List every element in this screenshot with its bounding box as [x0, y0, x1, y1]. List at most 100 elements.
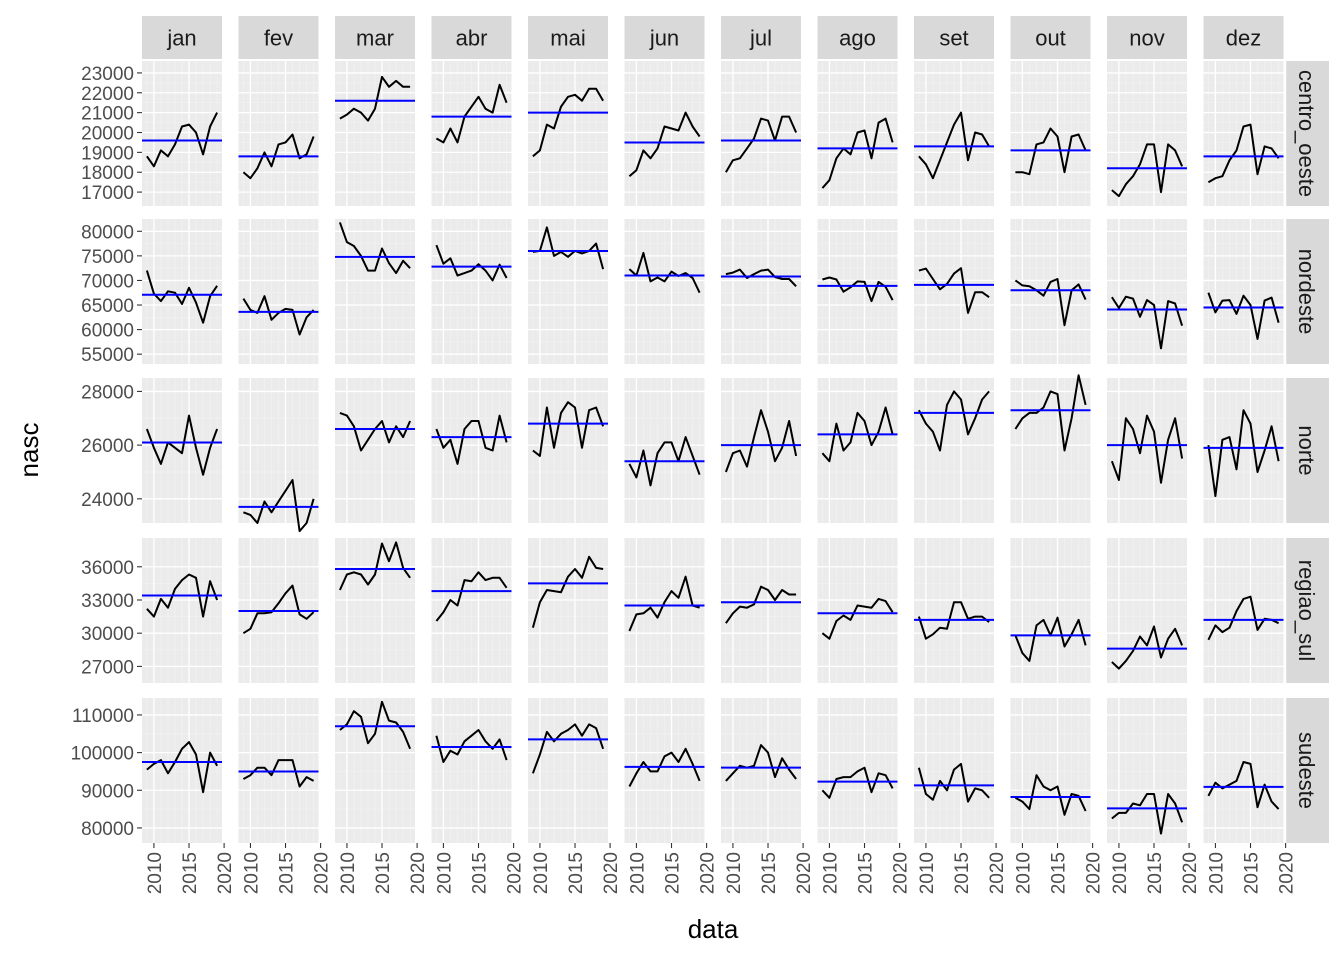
- row-strip-label: centro_oeste: [1294, 70, 1319, 197]
- column-strip: [624, 16, 705, 59]
- series-line: [1110, 414, 1184, 484]
- column-strip: [1203, 16, 1284, 59]
- column-strip: [1010, 16, 1091, 59]
- x-tick-label: 2020: [505, 852, 526, 894]
- column-strip: [1107, 16, 1187, 59]
- series-line: [725, 115, 798, 173]
- series-line: [242, 584, 315, 635]
- series-line: [918, 111, 990, 180]
- column-strip: [914, 16, 994, 59]
- y-axis-title: nasc: [14, 423, 44, 478]
- row-strip: [1285, 698, 1329, 843]
- x-axis-title: data: [688, 914, 739, 944]
- x-tick-label: 2020: [698, 852, 719, 894]
- series-line: [339, 75, 411, 122]
- series-line: [1207, 292, 1280, 340]
- series-line: [435, 729, 508, 763]
- series-line: [435, 83, 508, 144]
- y-tick-label: 55000: [81, 345, 134, 366]
- column-strip-label: jul: [749, 26, 772, 51]
- series-line: [338, 541, 411, 591]
- y-tick-label: 19000: [81, 143, 134, 164]
- y-tick-label: 80000: [81, 222, 134, 243]
- column-strip: [142, 16, 222, 59]
- series-line: [724, 409, 798, 473]
- y-tick-label: 70000: [81, 271, 134, 292]
- series-line: [435, 244, 508, 282]
- series-line: [1015, 127, 1087, 176]
- column-strip: [817, 16, 898, 59]
- x-tick-label: 2015: [470, 852, 491, 894]
- x-tick-label: 2020: [601, 852, 622, 894]
- y-tick-label: 36000: [81, 558, 134, 579]
- y-tick-label: 90000: [81, 781, 134, 802]
- series-line: [1207, 409, 1280, 498]
- x-tick-label: 2020: [987, 852, 1008, 894]
- x-tick-label: 2010: [820, 852, 841, 894]
- x-tick-label: 2015: [180, 852, 201, 894]
- column-strip: [721, 16, 801, 59]
- series-line: [1111, 625, 1184, 670]
- x-tick-label: 2020: [1277, 852, 1298, 894]
- y-tick-label: 17000: [81, 183, 134, 204]
- column-strip-label: mai: [550, 26, 585, 51]
- series-line: [146, 112, 218, 168]
- series-line: [917, 762, 990, 803]
- series-line: [725, 268, 797, 287]
- plot-layer: jan fev mar abr mai jun jul ago set out nov dez cent…: [71, 16, 1329, 894]
- y-tick-label: 28000: [81, 382, 134, 403]
- y-tick-label: 110000: [72, 706, 134, 727]
- x-tick-label: 2015: [1049, 852, 1070, 894]
- series-line: [1014, 374, 1087, 452]
- series-line: [821, 766, 894, 799]
- series-line: [918, 267, 990, 314]
- x-tick-label: 2010: [241, 852, 262, 894]
- y-tick-label: 18000: [81, 163, 134, 184]
- column-strip-label: set: [939, 26, 968, 51]
- column-strip-label: ago: [839, 26, 876, 51]
- column-strip-label: jan: [166, 26, 196, 51]
- series-line: [146, 573, 219, 618]
- x-tick-label: 2015: [566, 852, 587, 894]
- row-strip: [1285, 378, 1329, 523]
- series-line: [628, 747, 701, 787]
- series-line: [628, 575, 700, 632]
- column-strip: [431, 16, 512, 59]
- y-tick-label: 60000: [81, 321, 134, 342]
- column-strip: [335, 16, 415, 59]
- x-tick-label: 2020: [408, 852, 429, 894]
- series-line: [1111, 295, 1184, 350]
- column-strip-label: dez: [1226, 26, 1261, 51]
- y-tick-label: 23000: [81, 64, 134, 85]
- x-tick-label: 2015: [277, 852, 298, 894]
- x-tick-label: 2020: [891, 852, 912, 894]
- series-line: [725, 585, 797, 624]
- column-strip-label: fev: [264, 26, 293, 51]
- y-tick-label: 33000: [81, 591, 134, 612]
- row-strip-label: nordeste: [1294, 249, 1319, 335]
- series-line: [917, 601, 990, 640]
- row-strip: [1285, 61, 1329, 206]
- x-tick-label: 2010: [434, 852, 455, 894]
- y-tick-label: 27000: [81, 657, 134, 678]
- x-tick-label: 2010: [145, 852, 166, 894]
- x-tick-label: 2010: [531, 852, 552, 894]
- series-line: [243, 479, 315, 533]
- x-tick-label: 2015: [1242, 852, 1263, 894]
- y-tick-label: 75000: [81, 247, 134, 268]
- row-strip: [1285, 219, 1329, 364]
- x-tick-label: 2010: [1110, 852, 1131, 894]
- x-tick-label: 2010: [724, 852, 745, 894]
- series-line: [145, 270, 218, 324]
- y-tick-label: 20000: [81, 124, 134, 145]
- x-tick-label: 2020: [1084, 852, 1105, 894]
- series-line: [1207, 123, 1280, 184]
- series-line: [1111, 143, 1184, 198]
- y-tick-label: 21000: [81, 104, 134, 125]
- x-tick-label: 2020: [312, 852, 333, 894]
- y-tick-label: 65000: [81, 296, 134, 317]
- x-tick-label: 2020: [1180, 852, 1201, 894]
- y-tick-label: 30000: [81, 624, 134, 645]
- x-tick-label: 2010: [627, 852, 648, 894]
